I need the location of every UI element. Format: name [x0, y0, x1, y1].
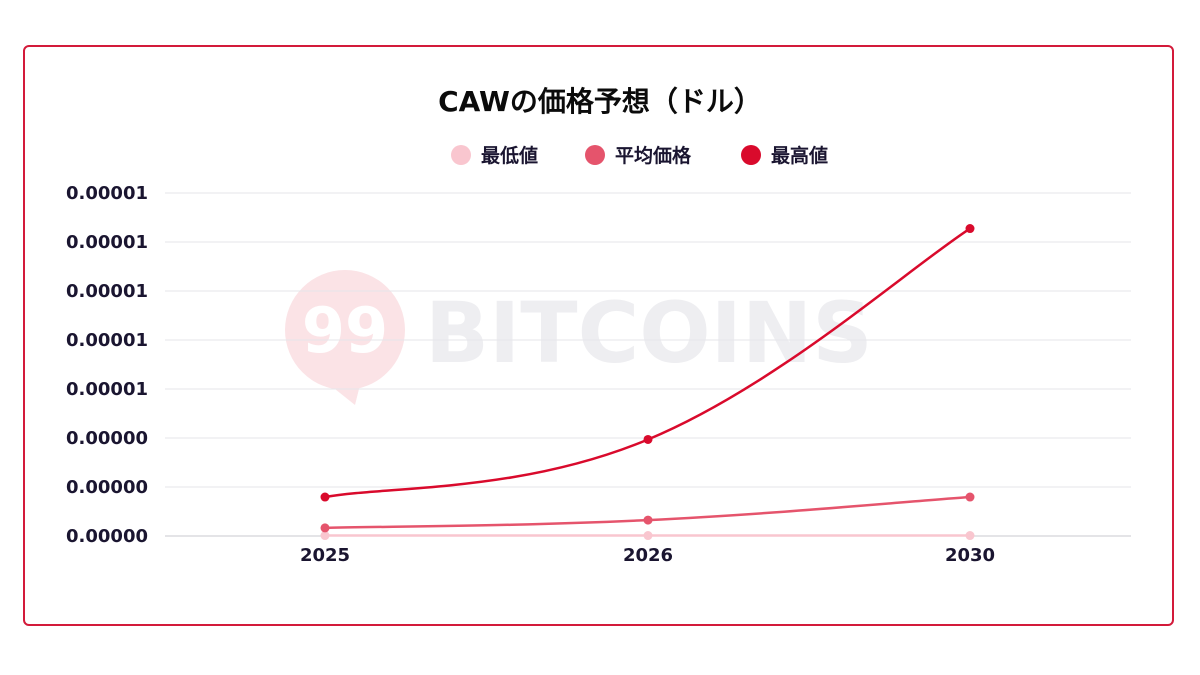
chart-frame	[23, 45, 1174, 626]
x-tick-label: 2025	[300, 545, 350, 566]
x-axis-ticks: 2025 2026 2030	[300, 545, 995, 566]
data-point[interactable]	[643, 515, 653, 525]
legend-label: 平均価格	[615, 144, 692, 167]
legend-label: 最低値	[481, 144, 538, 167]
data-point[interactable]	[965, 492, 975, 502]
data-point[interactable]	[320, 531, 330, 541]
legend: 最低値 平均価格 最高値	[451, 144, 828, 167]
y-tick-label: 0.00000	[66, 428, 148, 449]
series-1	[320, 492, 975, 533]
watermark-logo-circle	[285, 270, 405, 390]
data-point[interactable]	[643, 531, 653, 541]
watermark-logo-tail	[330, 385, 360, 405]
series-0	[320, 531, 975, 541]
y-tick-label: 0.00001	[66, 183, 148, 204]
series-2	[320, 224, 975, 502]
legend-label: 最高値	[771, 144, 828, 167]
y-tick-label: 0.00001	[66, 330, 148, 351]
legend-item[interactable]: 最低値	[451, 144, 538, 167]
legend-swatch	[585, 145, 605, 165]
watermark-logo-text: 99	[302, 294, 388, 367]
watermark-text: BITCOINS	[425, 284, 873, 382]
data-point[interactable]	[965, 531, 975, 541]
watermark: 99 BITCOINS	[285, 270, 873, 405]
y-axis-ticks: 0.00001 0.00001 0.00001 0.00001 0.00001 0.000…	[66, 183, 148, 547]
y-tick-label: 0.00000	[66, 526, 148, 547]
data-point[interactable]	[320, 492, 330, 502]
data-point[interactable]	[320, 523, 330, 533]
legend-swatch	[741, 145, 761, 165]
y-tick-label: 0.00001	[66, 232, 148, 253]
legend-swatch	[451, 145, 471, 165]
y-tick-label: 0.00001	[66, 281, 148, 302]
chart-title: CAWの価格予想（ドル）	[438, 85, 762, 118]
series-layer	[320, 224, 975, 541]
data-point[interactable]	[965, 224, 975, 234]
data-point[interactable]	[643, 434, 653, 444]
x-tick-label: 2030	[945, 545, 995, 566]
y-tick-label: 0.00001	[66, 379, 148, 400]
legend-item[interactable]: 最高値	[741, 144, 828, 167]
x-tick-label: 2026	[623, 545, 673, 566]
legend-item[interactable]: 平均価格	[585, 144, 692, 167]
y-tick-label: 0.00000	[66, 477, 148, 498]
